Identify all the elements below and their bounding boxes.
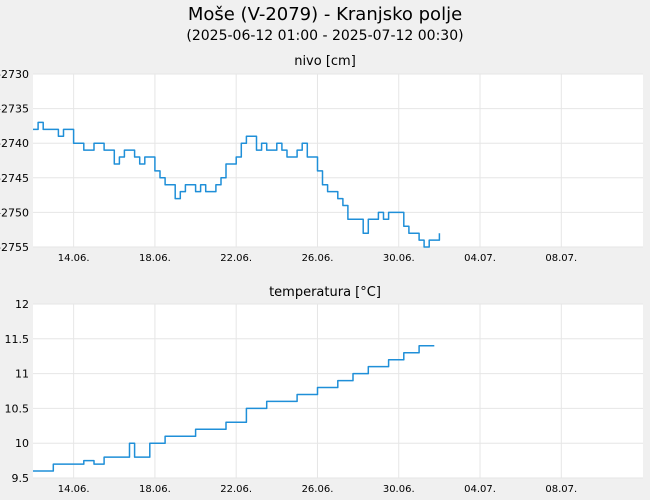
temperatura-y-tick-label: 12 bbox=[15, 298, 29, 311]
page-subtitle: (2025-06-12 01:00 - 2025-07-12 00:30) bbox=[186, 28, 463, 44]
temperatura-x-tick-label: 18.06. bbox=[139, 484, 171, 495]
nivo-x-tick-label: 04.07. bbox=[464, 253, 496, 264]
temperatura-x-tick-label: 30.06. bbox=[383, 484, 415, 495]
nivo-plot-area bbox=[33, 74, 643, 247]
temperatura-x-tick-label: 08.07. bbox=[545, 484, 577, 495]
temperatura-x-tick-label: 14.06. bbox=[58, 484, 90, 495]
nivo-x-tick-label: 18.06. bbox=[139, 253, 171, 264]
nivo-y-tick-label: -2755 bbox=[0, 241, 29, 254]
nivo-chart-panel: nivo [cm] -2730 -2735 -2740 -2745 -2750 -2755… bbox=[0, 54, 643, 264]
nivo-x-tick-label: 08.07. bbox=[545, 253, 577, 264]
nivo-y-tick-label: -2745 bbox=[0, 172, 29, 185]
temperatura-y-tick-label: 11 bbox=[15, 368, 29, 381]
temperatura-series-line bbox=[33, 345, 435, 472]
nivo-series-line bbox=[33, 121, 441, 248]
temperatura-x-tick-label: 22.06. bbox=[220, 484, 252, 495]
nivo-chart-title: nivo [cm] bbox=[294, 54, 356, 69]
temperatura-chart-title: temperatura [°C] bbox=[269, 285, 381, 300]
nivo-x-tick-label: 22.06. bbox=[220, 253, 252, 264]
nivo-x-tick-label: 14.06. bbox=[58, 253, 90, 264]
temperatura-chart-panel: temperatura [°C] 12 11.5 11 10.5 10 9.5 14.06.… bbox=[5, 285, 643, 495]
temperatura-y-tick-label: 11.5 bbox=[5, 333, 30, 346]
nivo-y-tick-label: -2740 bbox=[0, 137, 29, 150]
temperatura-x-tick-label: 26.06. bbox=[302, 484, 334, 495]
nivo-x-tick-label: 30.06. bbox=[383, 253, 415, 264]
nivo-x-tick-label: 26.06. bbox=[302, 253, 334, 264]
temperatura-plot-area bbox=[33, 304, 643, 478]
nivo-y-tick-label: -2735 bbox=[0, 103, 29, 116]
temperatura-y-tick-label: 10 bbox=[15, 437, 29, 450]
nivo-y-tick-label: -2750 bbox=[0, 206, 29, 219]
temperatura-y-tick-label: 10.5 bbox=[5, 402, 30, 415]
temperatura-y-tick-label: 9.5 bbox=[12, 472, 30, 485]
nivo-y-tick-label: -2730 bbox=[0, 68, 29, 81]
temperatura-x-tick-label: 04.07. bbox=[464, 484, 496, 495]
page-title: Moše (V-2079) - Kranjsko polje bbox=[188, 4, 462, 25]
